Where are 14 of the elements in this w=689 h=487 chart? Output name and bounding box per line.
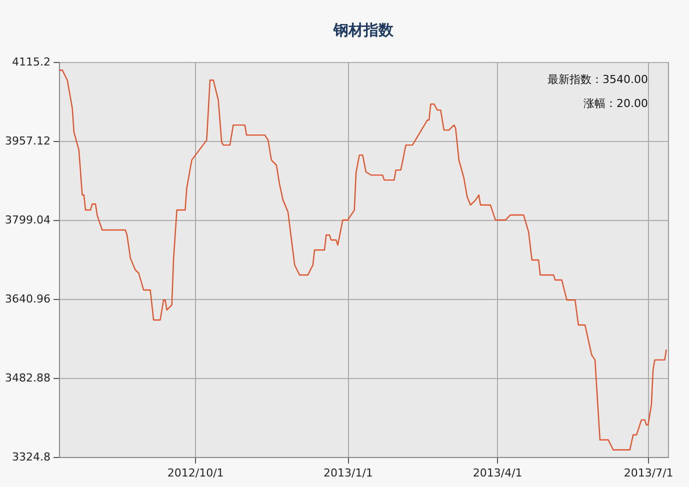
y-tick-label: 3640.96 <box>5 292 50 306</box>
y-tick-label: 3482.88 <box>5 372 50 384</box>
x-tick-label: 2013/7/1 <box>624 466 674 480</box>
chart-title: 钢材指数 <box>332 21 394 39</box>
y-tick-label: 3324.8 <box>12 450 50 464</box>
x-tick-label: 2012/10/1 <box>167 466 224 480</box>
y-tick-label: 3957.12 <box>5 134 50 148</box>
y-tick-label: 3799.04 <box>5 214 50 226</box>
annotation: 最新指数：3540.00 <box>548 73 648 86</box>
x-tick-label: 2013/1/1 <box>324 466 373 480</box>
x-tick-label: 2013/4/1 <box>472 466 522 480</box>
line-series <box>58 69 667 451</box>
annotation: 涨幅：20.00 <box>584 97 648 110</box>
y-tick-label: 4115.2 <box>12 56 50 68</box>
